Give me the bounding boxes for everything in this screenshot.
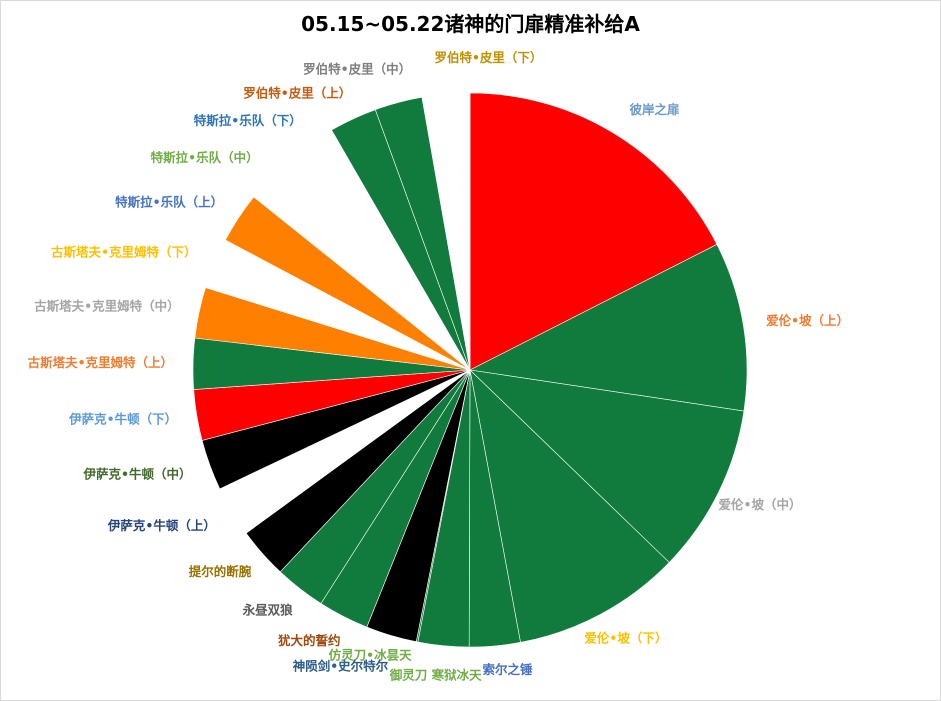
pie-slices <box>192 92 748 648</box>
slice-label: 御灵刀 寒狱冰天 <box>389 668 482 683</box>
slice-label: 提尔的断腕 <box>189 564 252 579</box>
chart-title: 05.15~05.22诸神的门扉精准补给A <box>301 12 640 36</box>
slice-label: 仿灵刀•冰昙天 <box>329 647 412 662</box>
pie-slice <box>469 369 745 563</box>
slice-label: 伊萨克•牛顿（下） <box>68 412 177 427</box>
slice-label: 特斯拉•乐队（上） <box>115 194 223 209</box>
slice-label: 伊萨克•牛顿（中） <box>83 467 192 482</box>
slice-label: 特斯拉•乐队（中） <box>151 150 259 165</box>
slice-label: 古斯塔夫•克里姆特（下） <box>51 245 197 260</box>
slice-label: 犹大的誓约 <box>278 633 341 648</box>
pie-slice <box>469 92 718 371</box>
slice-label: 伊萨克•牛顿（上） <box>107 518 216 533</box>
pie-slice <box>421 92 471 371</box>
slice-label: 罗伯特•皮里（中） <box>303 61 411 76</box>
slice-label: 爱伦•坡（下） <box>584 631 667 646</box>
slice-label: 罗伯特•皮里（上） <box>243 86 351 101</box>
slice-label: 索尔之锤 <box>482 662 533 677</box>
slice-label: 爱伦•坡（中） <box>719 497 802 512</box>
pie-slice <box>469 369 670 643</box>
slice-label: 特斯拉•乐队（下） <box>194 113 302 128</box>
slice-label: 爱伦•坡（上） <box>766 313 849 328</box>
slice-label: 彼岸之扉 <box>629 102 679 117</box>
pie-slice <box>469 244 748 412</box>
slice-label: 神陨剑•史尔特尔 <box>293 658 389 673</box>
slice-label: 罗伯特•皮里（下） <box>434 50 542 65</box>
slice-label: 古斯塔夫•克里姆特（上） <box>28 355 174 370</box>
slice-label: 永昼双狼 <box>242 603 294 618</box>
slice-label: 古斯塔夫•克里姆特（中） <box>34 299 180 314</box>
